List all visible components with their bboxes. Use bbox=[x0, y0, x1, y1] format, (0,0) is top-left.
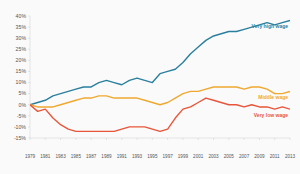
y-tick-label: -15% bbox=[14, 135, 26, 141]
y-tick-label: 40% bbox=[16, 13, 27, 19]
x-tick-label: 1991 bbox=[117, 154, 128, 159]
series-label: Middle wage bbox=[258, 94, 288, 100]
x-tick bbox=[30, 138, 31, 140]
x-axis bbox=[30, 138, 290, 139]
y-tick bbox=[28, 126, 30, 127]
x-tick bbox=[213, 138, 214, 140]
x-tick bbox=[60, 138, 61, 140]
series-label: Very low wage bbox=[254, 112, 288, 118]
y-tick-label: -5% bbox=[17, 113, 27, 119]
x-tick bbox=[259, 138, 260, 140]
x-tick bbox=[106, 138, 107, 140]
x-tick-label: 1987 bbox=[86, 154, 97, 159]
x-tick-label: 2009 bbox=[254, 154, 265, 159]
y-tick bbox=[28, 115, 30, 116]
y-tick-label: 25% bbox=[16, 46, 27, 52]
x-tick bbox=[290, 138, 291, 140]
x-tick-label: 1983 bbox=[55, 154, 66, 159]
x-tick-label: 1999 bbox=[178, 154, 189, 159]
y-tick bbox=[28, 93, 30, 94]
x-tick-label: 1993 bbox=[132, 154, 143, 159]
series-label: Very high wage bbox=[252, 23, 289, 29]
x-tick-label: 2011 bbox=[270, 154, 280, 159]
x-tick bbox=[182, 138, 183, 140]
x-tick bbox=[198, 138, 199, 140]
y-tick-label: 35% bbox=[16, 24, 27, 30]
y-tick bbox=[28, 49, 30, 50]
x-tick-label: 1989 bbox=[101, 154, 112, 159]
x-tick bbox=[137, 138, 138, 140]
y-tick bbox=[28, 138, 30, 139]
y-tick-label: 30% bbox=[16, 35, 27, 41]
y-tick bbox=[28, 60, 30, 61]
x-tick bbox=[45, 138, 46, 140]
x-tick-label: 1981 bbox=[40, 154, 51, 159]
x-tick-label: 2005 bbox=[224, 154, 235, 159]
y-tick-label: 5% bbox=[19, 90, 27, 96]
chart: -15% -10% -5% 0% 5% 10% 15% 20% 25% 30% 35% 40% 1979… bbox=[0, 0, 300, 174]
y-tick bbox=[28, 82, 30, 83]
y-tick-label: 0% bbox=[19, 102, 27, 108]
y-tick-label: 15% bbox=[16, 68, 27, 74]
x-tick bbox=[244, 138, 245, 140]
x-tick-label: 1995 bbox=[147, 154, 158, 159]
x-tick bbox=[121, 138, 122, 140]
x-tick-label: 2013 bbox=[285, 154, 296, 159]
x-tick bbox=[75, 138, 76, 140]
x-tick-label: 2001 bbox=[193, 154, 204, 159]
series-line bbox=[30, 87, 290, 107]
y-tick-label: -10% bbox=[14, 124, 26, 130]
y-tick bbox=[28, 104, 30, 105]
y-tick bbox=[28, 71, 30, 72]
y-axis bbox=[30, 16, 31, 138]
y-tick bbox=[28, 27, 30, 28]
x-tick-label: 1985 bbox=[71, 154, 82, 159]
series-line bbox=[30, 20, 290, 104]
x-tick bbox=[167, 138, 168, 140]
x-tick bbox=[274, 138, 275, 140]
plot-lines bbox=[30, 20, 290, 131]
x-tick bbox=[228, 138, 229, 140]
background bbox=[0, 0, 300, 174]
y-tick bbox=[28, 38, 30, 39]
y-tick-label: 10% bbox=[16, 79, 27, 85]
y-tick-label: 20% bbox=[16, 57, 27, 63]
series-line bbox=[30, 98, 290, 131]
x-tick bbox=[91, 138, 92, 140]
x-tick-label: 2007 bbox=[239, 154, 250, 159]
x-tick-label: 1979 bbox=[25, 154, 36, 159]
x-tick bbox=[152, 138, 153, 140]
x-tick-label: 2003 bbox=[208, 154, 219, 159]
y-tick bbox=[28, 16, 30, 17]
x-tick-label: 1997 bbox=[163, 154, 174, 159]
